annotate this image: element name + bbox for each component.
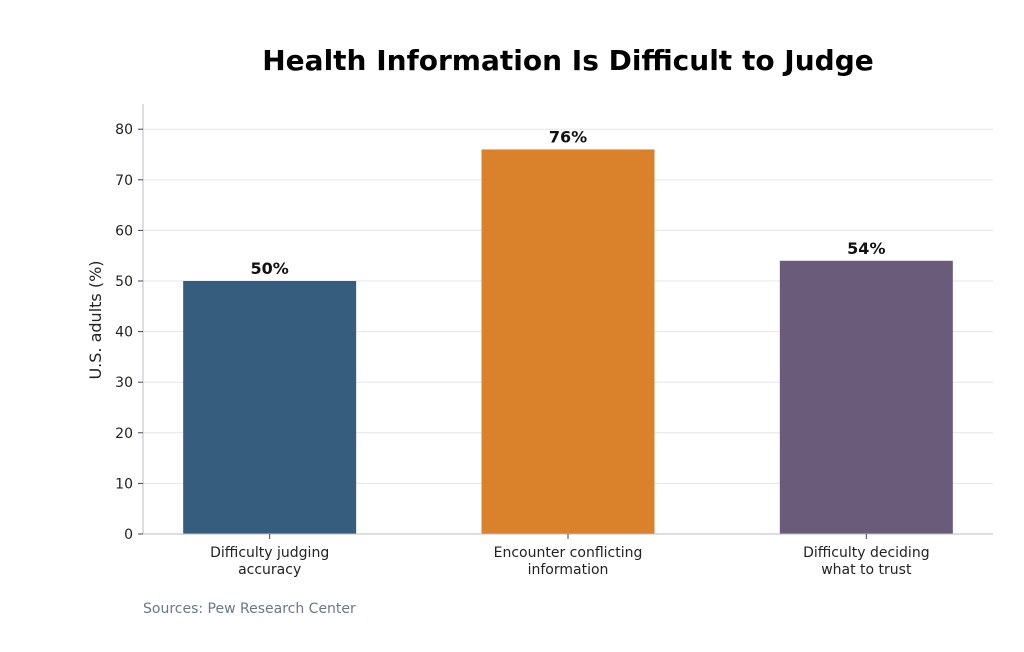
data-labels: 50% 76% 54% (251, 127, 886, 278)
y-axis-label: U.S. adults (%) (86, 260, 105, 379)
chart-title: Health Information Is Difficult to Judge (262, 44, 874, 77)
data-label: 50% (251, 259, 289, 278)
y-tick-label: 10 (115, 476, 133, 492)
x-tick-label: what to trust (821, 562, 912, 578)
x-tick-label: Difficulty deciding (803, 545, 930, 561)
y-ticks: 0 10 20 30 40 50 60 70 80 (115, 122, 143, 543)
data-label: 76% (549, 127, 587, 146)
y-tick-label: 50 (115, 274, 133, 290)
data-label: 54% (847, 239, 885, 258)
x-tick-label: Difficulty judging (210, 545, 329, 561)
y-tick-label: 60 (115, 223, 133, 239)
x-tick-label: Encounter conflicting (494, 545, 643, 561)
y-tick-label: 20 (115, 426, 133, 442)
x-tick-label: information (528, 562, 609, 578)
source-note: Sources: Pew Research Center (143, 601, 356, 617)
bars (183, 149, 953, 534)
y-tick-label: 0 (124, 527, 133, 543)
bar (183, 281, 357, 534)
y-tick-label: 70 (115, 173, 133, 189)
x-tick-label: accuracy (238, 562, 301, 578)
bar (481, 149, 655, 534)
y-tick-label: 40 (115, 325, 133, 341)
bar (779, 260, 953, 534)
y-tick-label: 80 (115, 122, 133, 138)
y-tick-label: 30 (115, 375, 133, 391)
